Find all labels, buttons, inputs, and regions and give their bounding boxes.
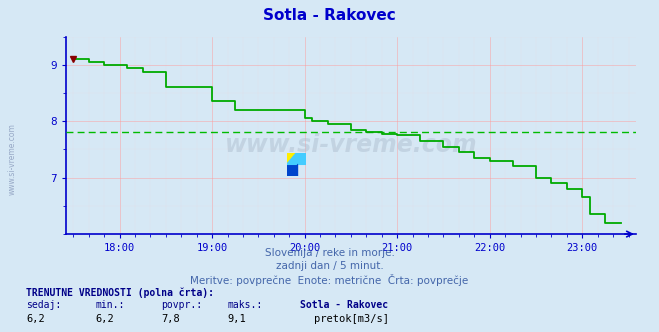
Text: Slovenija / reke in morje.: Slovenija / reke in morje. — [264, 248, 395, 258]
Text: 9,1: 9,1 — [227, 314, 246, 324]
Text: povpr.:: povpr.: — [161, 300, 202, 310]
Text: TRENUTNE VREDNOSTI (polna črta):: TRENUTNE VREDNOSTI (polna črta): — [26, 287, 214, 298]
Polygon shape — [287, 153, 297, 164]
Text: Sotla - Rakovec: Sotla - Rakovec — [300, 300, 388, 310]
Text: www.si-vreme.com: www.si-vreme.com — [8, 124, 17, 195]
Text: pretok[m3/s]: pretok[m3/s] — [314, 314, 389, 324]
Text: min.:: min.: — [96, 300, 125, 310]
Text: sedaj:: sedaj: — [26, 300, 61, 310]
Text: Sotla - Rakovec: Sotla - Rakovec — [263, 8, 396, 23]
Polygon shape — [297, 153, 306, 164]
Text: 7,8: 7,8 — [161, 314, 180, 324]
Polygon shape — [287, 164, 297, 176]
Text: 6,2: 6,2 — [26, 314, 45, 324]
Text: Meritve: povprečne  Enote: metrične  Črta: povprečje: Meritve: povprečne Enote: metrične Črta:… — [190, 274, 469, 286]
Polygon shape — [287, 153, 297, 164]
Text: 6,2: 6,2 — [96, 314, 114, 324]
Polygon shape — [297, 153, 306, 164]
Text: www.si-vreme.com: www.si-vreme.com — [225, 133, 477, 157]
Text: maks.:: maks.: — [227, 300, 262, 310]
Text: zadnji dan / 5 minut.: zadnji dan / 5 minut. — [275, 261, 384, 271]
